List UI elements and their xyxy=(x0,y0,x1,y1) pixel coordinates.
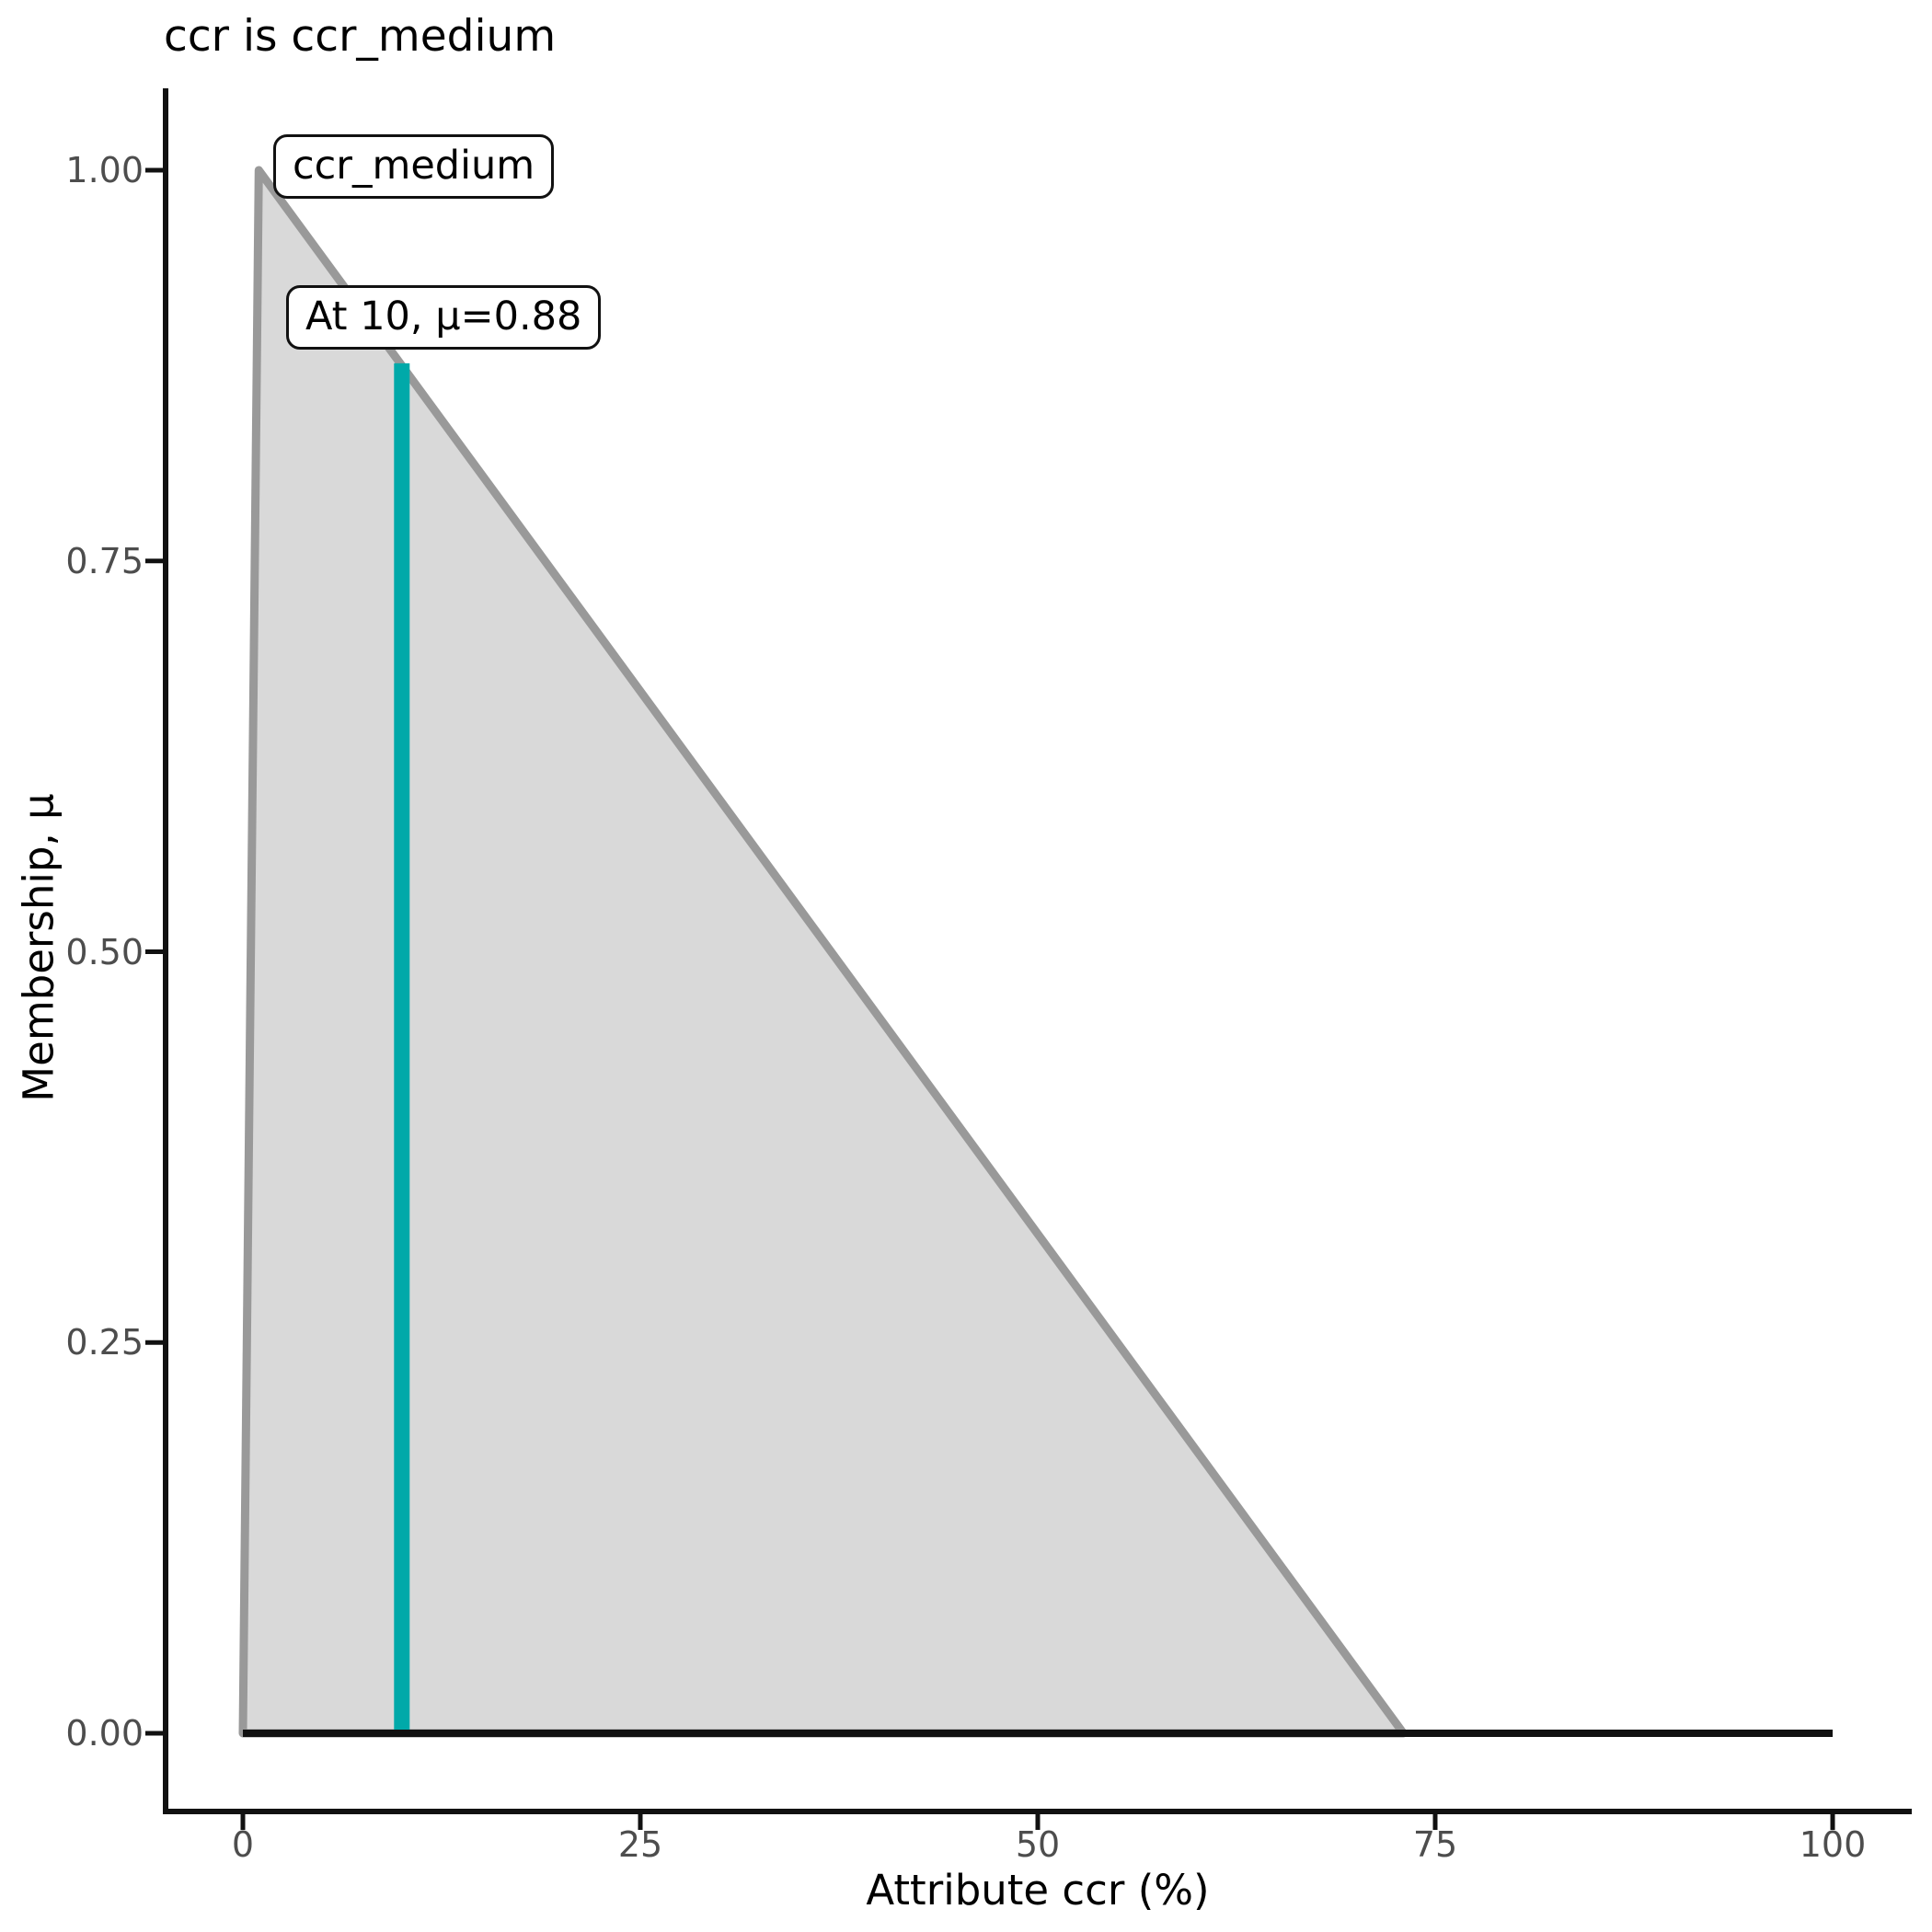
chart-title: ccr is ccr_medium xyxy=(164,11,557,62)
x-tick-label: 100 xyxy=(1799,1824,1867,1865)
x-tick-label: 25 xyxy=(617,1824,663,1865)
y-axis-title: Membership, μ xyxy=(14,793,63,1102)
y-tick-label: 0.25 xyxy=(65,1322,144,1363)
x-tick-label: 0 xyxy=(231,1824,255,1865)
y-tick-label: 1.00 xyxy=(65,150,144,190)
x-tick-label: 50 xyxy=(1015,1824,1061,1865)
x-axis-title: Attribute ccr (%) xyxy=(866,1866,1210,1915)
point-annotation: At 10, μ=0.88 xyxy=(286,285,602,350)
y-tick-label: 0.00 xyxy=(65,1713,144,1754)
x-tick-label: 75 xyxy=(1412,1824,1458,1865)
y-tick-label: 0.75 xyxy=(65,540,144,581)
y-tick-label: 0.50 xyxy=(65,931,144,972)
set-label-annotation: ccr_medium xyxy=(273,134,555,199)
membership-function-polygon xyxy=(238,166,1408,1738)
